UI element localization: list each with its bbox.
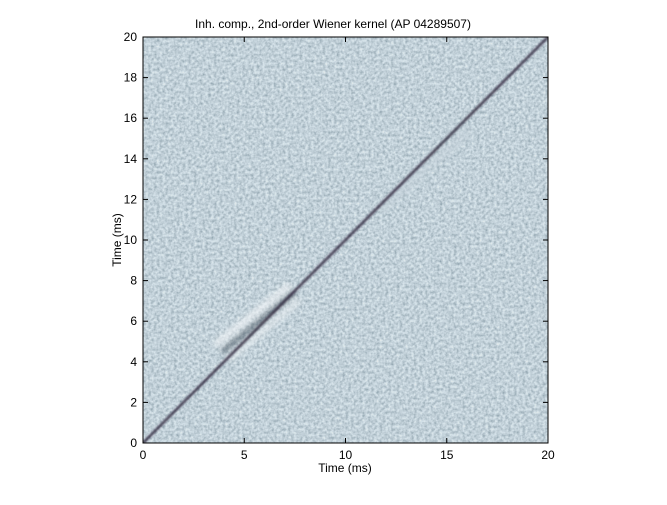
x-tick-label: 0 [140,448,147,462]
y-tick-label: 6 [130,314,137,328]
y-tick-label: 4 [130,355,137,369]
chart-title: Inh. comp., 2nd-order Wiener kernel (AP … [195,17,471,31]
x-tick-label: 20 [541,448,555,462]
y-tick-label: 16 [124,111,138,125]
x-tick-label: 10 [339,448,353,462]
x-axis-label: Time (ms) [318,461,372,475]
x-tick-label: 5 [241,448,248,462]
x-tick-label: 15 [440,448,454,462]
y-tick-label: 20 [124,30,138,44]
y-tick-label: 10 [124,233,138,247]
y-tick-label: 14 [124,152,138,166]
y-tick-label: 8 [130,274,137,288]
y-tick-label: 18 [124,71,138,85]
y-tick-label: 12 [124,192,138,206]
y-tick-label: 2 [130,395,137,409]
y-tick-label: 0 [130,436,137,450]
kernel-image [143,37,548,443]
y-axis-label: Time (ms) [110,213,124,267]
